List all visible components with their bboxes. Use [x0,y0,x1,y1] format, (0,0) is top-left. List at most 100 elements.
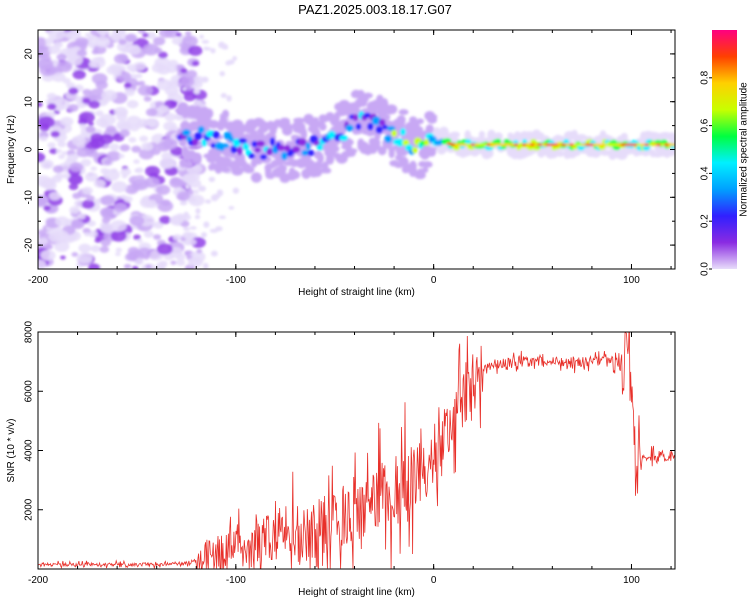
noise-blob [138,80,146,86]
snr-line [38,332,675,569]
noise-blob [99,246,110,253]
noise-blob [90,166,97,171]
noise-blob [170,260,177,265]
noise-blob [67,54,84,66]
noise-blob [60,255,66,260]
ridge-core [292,146,301,153]
noise-blob [210,229,219,233]
noise-blob [68,174,83,185]
noise-blob [153,234,162,240]
noise-blob [119,129,131,138]
ridge-core [256,140,265,147]
ridge-core [237,146,243,156]
noise-blob [165,64,178,74]
ridge-halo [421,161,433,168]
noise-blob [55,172,64,180]
noise-blob [226,59,235,65]
noise-blob [125,252,139,262]
noise-blob [99,207,114,218]
noise-blob [110,230,127,242]
ridge-halo [484,147,494,159]
noise-blob [190,173,201,181]
ridge-halo [288,170,301,180]
noise-blob [110,220,127,232]
snr-ytick-label: 6000 [24,380,35,403]
noise-blob [134,258,144,265]
spectrogram-xtick-label: 0 [431,275,437,286]
ridge-core [345,124,354,132]
ridge-halo [378,114,391,121]
ridge-core [371,116,381,126]
noise-blob [210,250,218,257]
noise-blob [38,195,49,206]
noise-blob [128,137,137,143]
ridge-core [230,145,238,154]
noise-blob [88,100,101,109]
noise-blob [69,206,80,214]
ridge-halo [220,167,231,173]
noise-blob [159,215,171,225]
noise-blob [113,202,128,213]
noise-blob [139,135,149,142]
noise-blobs [38,30,244,269]
noise-blob [38,152,46,163]
noise-blob [56,53,67,61]
ridge-halo [208,119,220,129]
noise-blob [142,32,149,38]
ridge-halo [451,131,460,138]
ridge-core [228,135,234,143]
noise-blob [147,119,159,128]
noise-blob [47,103,57,110]
noise-blob [71,219,83,228]
noise-blob [183,211,189,218]
ridge-core [278,144,285,151]
noise-blob [88,121,94,126]
noise-blob [48,191,61,201]
ridge-core [205,130,215,138]
noise-blob [170,176,181,185]
noise-blob [120,168,132,176]
noise-blob [52,165,64,173]
noise-blob [100,238,111,247]
noise-blob [99,122,109,129]
ridge-core [269,137,276,146]
spectrogram-xlabel: Height of straight line (km) [298,287,415,298]
ridge-core [384,134,393,144]
ridge-halo [556,150,564,157]
ridge-halo [399,148,408,157]
noise-blob [113,53,129,64]
noise-blob [131,178,149,191]
noise-blob [182,231,193,239]
ridge-halo [244,166,255,174]
ridge-halo [345,148,358,154]
noise-blob [106,150,121,162]
noise-blob [137,247,152,258]
noise-blob [124,82,132,88]
noise-blob [82,186,93,195]
noise-blob [58,154,65,160]
ridge-core [307,149,315,157]
ridge-core [375,125,383,134]
noise-blob [93,198,102,205]
noise-blob [69,162,84,173]
noise-blob [39,123,50,132]
ridge-halo [319,122,327,131]
ridge-halo [425,124,434,134]
noise-blob [228,206,235,210]
noise-blob [95,110,104,117]
colorbar-tick-label: 0.6 [700,118,711,132]
snr-xtick-label: 100 [623,575,640,586]
ridge-core [355,123,362,131]
ridge-core [391,129,397,137]
ridge-halo [269,128,277,135]
ridge-core [281,151,288,161]
ridge-core [402,139,410,146]
noise-blob [95,80,108,90]
noise-blob [145,31,157,40]
noise-blob [78,118,88,126]
spectrogram-xtick-label: -200 [28,275,48,286]
noise-blob [179,200,188,206]
noise-blob [187,239,197,246]
noise-blob [85,125,96,134]
noise-blob [124,88,136,97]
